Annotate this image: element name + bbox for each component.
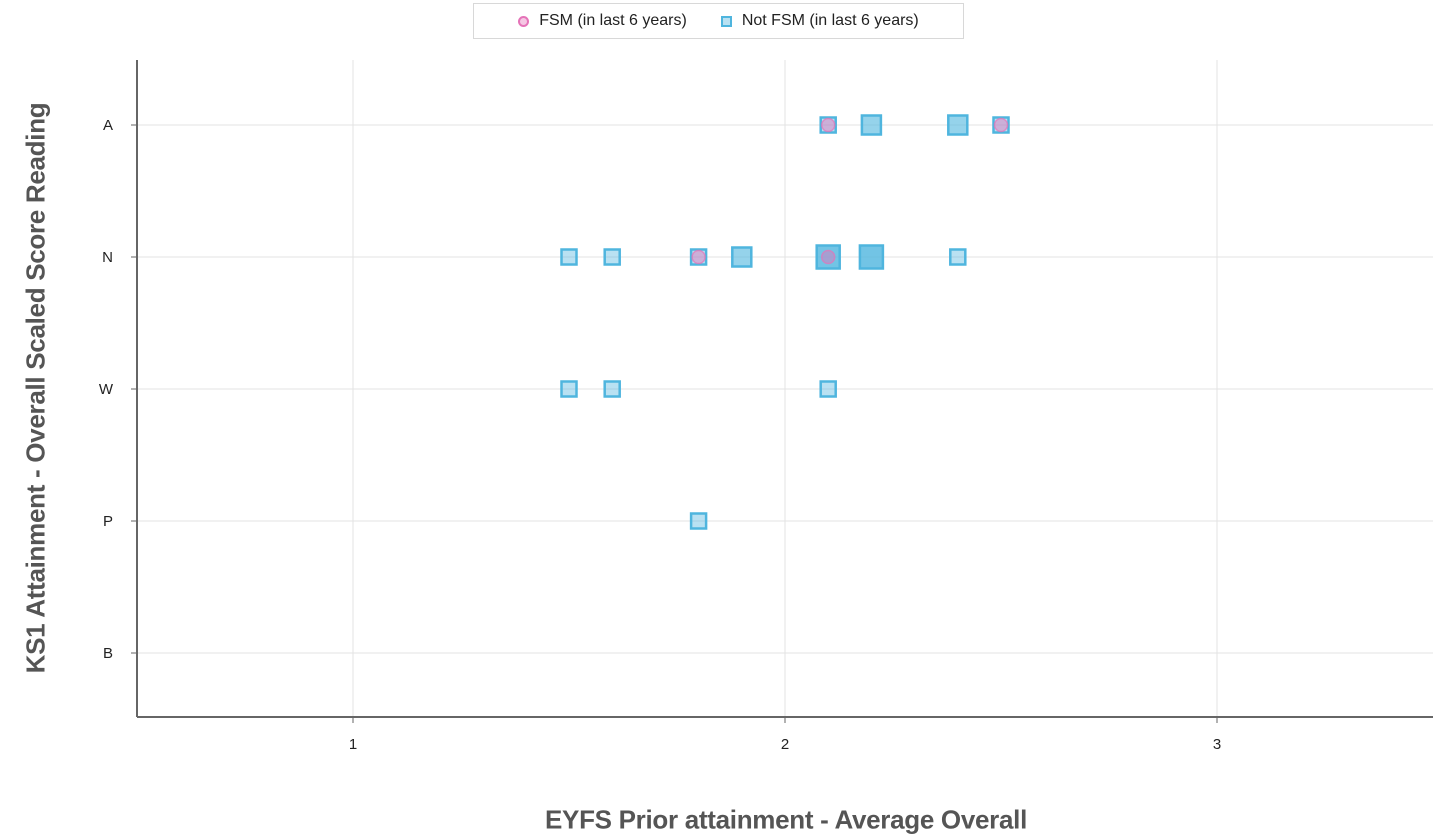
not-fsm-point <box>858 244 885 270</box>
fsm-circle-icon <box>518 15 530 27</box>
legend-item-not-fsm[interactable]: Not FSM (in last 6 years) <box>720 12 919 30</box>
legend-label-fsm: FSM (in last 6 years) <box>539 12 687 29</box>
legend-item-fsm[interactable]: FSM (in last 6 years) <box>518 12 687 30</box>
gridlines <box>137 60 1433 717</box>
legend-label-not-fsm: Not FSM (in last 6 years) <box>741 12 919 29</box>
fsm-points <box>691 117 1009 265</box>
not-fsm-point <box>689 248 708 266</box>
y-tick-label: N <box>102 249 113 266</box>
not-fsm-point <box>689 512 708 530</box>
not-fsm-point <box>560 380 578 398</box>
axes <box>131 60 1433 723</box>
not-fsm-point <box>949 248 967 266</box>
not-fsm-point <box>603 380 621 398</box>
not-fsm-point <box>603 248 621 266</box>
fsm-point <box>993 117 1009 133</box>
fsm-point <box>820 249 836 265</box>
not-fsm-point <box>731 246 753 268</box>
x-tick-label: 1 <box>349 736 357 753</box>
legend: FSM (in last 6 years) Not FSM (in last 6… <box>473 3 964 39</box>
y-tick-label: B <box>103 645 113 662</box>
x-tick-label: 2 <box>781 736 789 753</box>
not-fsm-point <box>560 248 578 266</box>
not-fsm-point <box>819 380 837 398</box>
not-fsm-point <box>992 116 1010 134</box>
not-fsm-points <box>560 114 1010 530</box>
y-tick-label: A <box>103 117 113 134</box>
y-tick-label: W <box>99 381 114 398</box>
not-fsm-point <box>860 114 883 136</box>
not-fsm-point <box>819 116 837 134</box>
x-axis-label: EYFS Prior attainment - Average Overall <box>545 804 1027 835</box>
not-fsm-square-icon <box>720 15 732 27</box>
tick-labels: A N W P B 1 2 3 <box>99 117 1221 753</box>
fsm-point <box>691 249 706 265</box>
not-fsm-point <box>815 244 841 270</box>
y-axis-label: KS1 Attainment - Overall Scaled Score Re… <box>20 102 51 674</box>
x-tick-label: 3 <box>1213 736 1221 753</box>
fsm-point <box>820 117 836 133</box>
y-tick-label: P <box>103 513 113 530</box>
not-fsm-point <box>947 114 969 136</box>
